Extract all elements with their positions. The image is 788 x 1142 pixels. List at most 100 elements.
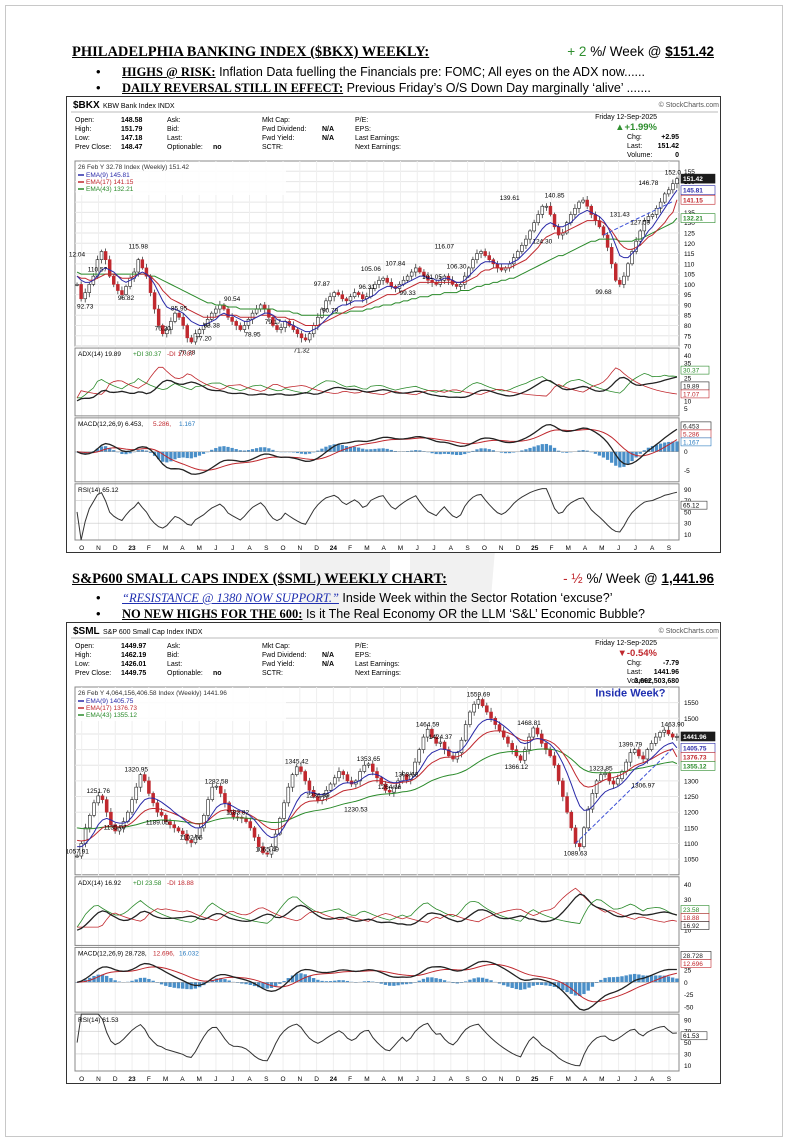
macd-histogram-bar bbox=[278, 982, 282, 984]
macd-histogram-bar bbox=[540, 444, 544, 452]
candle-body bbox=[582, 827, 586, 847]
legend-item: EMA(43) 132.21 bbox=[86, 186, 134, 193]
quote-label-ask: Ask: bbox=[167, 117, 181, 124]
candle-body bbox=[370, 763, 375, 772]
macd-histogram-bar bbox=[671, 441, 675, 452]
candle-body bbox=[360, 294, 365, 300]
candle-body bbox=[189, 337, 194, 343]
candle-body bbox=[328, 296, 332, 302]
candle-body bbox=[381, 277, 385, 281]
macd-histogram-bar bbox=[472, 978, 476, 983]
candle-body bbox=[181, 316, 185, 326]
sml-chart-svg: $SML S&P 600 Small Cap Index INDX © StockC… bbox=[67, 626, 720, 1083]
macd-histogram-bar bbox=[299, 451, 304, 454]
bkx-bullet-2-lead: DAILY REVERSAL STILL IN EFFECT: bbox=[122, 81, 344, 95]
x-tick-label: A bbox=[583, 1076, 588, 1083]
candle-body bbox=[263, 304, 267, 310]
candle-body bbox=[299, 333, 304, 339]
price-label: 1102.55 bbox=[180, 835, 203, 842]
macd-tick-label: -25 bbox=[684, 992, 694, 999]
candle-body bbox=[210, 786, 215, 800]
candle-body bbox=[510, 743, 514, 750]
candle-body bbox=[373, 284, 377, 289]
candle-body bbox=[630, 251, 634, 265]
macd-histogram-bar bbox=[614, 451, 618, 466]
legend-item: EMA(17) 1376.73 bbox=[86, 705, 137, 712]
rsi-label: RSI(14) 61.53 bbox=[78, 1017, 119, 1024]
adx-badge bbox=[680, 389, 710, 399]
candle-body bbox=[548, 749, 552, 757]
candle-body bbox=[316, 316, 320, 326]
candle-body bbox=[156, 308, 161, 326]
macd-histogram-bar bbox=[535, 982, 540, 985]
axis-badge-label: 151.42 bbox=[683, 176, 703, 183]
adx-plus-di-line bbox=[76, 896, 678, 928]
x-tick-label: D bbox=[314, 545, 319, 552]
quote-label-open: Open: bbox=[75, 117, 94, 124]
quote-label-bid: Bid: bbox=[167, 652, 179, 659]
candle-body bbox=[396, 780, 400, 788]
price-label: 146.78 bbox=[638, 180, 658, 187]
macd-histogram-bar bbox=[666, 976, 671, 983]
macd-histogram-bar bbox=[434, 451, 438, 455]
x-tick-label: A bbox=[382, 545, 387, 552]
candle-body bbox=[295, 329, 300, 335]
macd-histogram-bar bbox=[597, 451, 602, 456]
macd-histogram-bar bbox=[405, 451, 410, 452]
price-label: 110.57 bbox=[88, 267, 108, 274]
macd-histogram-bar bbox=[328, 981, 333, 983]
quote-value-fwd_div: N/A bbox=[322, 126, 334, 133]
axis-badge bbox=[680, 731, 716, 742]
macd-histogram-bar bbox=[487, 449, 491, 452]
macd-histogram-bar bbox=[485, 978, 489, 983]
quote-value-fwd_yield: N/A bbox=[322, 135, 334, 142]
macd-histogram-bar bbox=[548, 982, 552, 987]
macd-histogram-bar bbox=[308, 451, 312, 454]
macd-histogram-bar bbox=[528, 447, 532, 452]
bkx-weekly-stat: + 2 %/ Week @ $151.42 bbox=[567, 44, 714, 59]
macd-histogram-bar bbox=[341, 980, 345, 983]
macd-histogram-bar bbox=[414, 450, 418, 452]
candle-body bbox=[168, 821, 172, 826]
chart-index-name: S&P 600 Small Cap Index INDX bbox=[103, 629, 203, 636]
macd-histogram-bar bbox=[544, 982, 548, 986]
candle-body bbox=[523, 749, 527, 761]
macd-histogram-bar bbox=[479, 448, 483, 452]
macd-histogram-bar bbox=[442, 980, 447, 983]
macd-histogram-bar bbox=[361, 448, 365, 452]
x-tick-label: S bbox=[264, 1076, 269, 1083]
price-tick-label: 75 bbox=[684, 333, 692, 340]
price-tick-label: 80 bbox=[684, 323, 692, 330]
macd-histogram-bar bbox=[291, 451, 295, 453]
macd-histogram-bar bbox=[622, 451, 626, 467]
candle-body bbox=[299, 766, 303, 772]
macd-histogram-bar bbox=[267, 448, 271, 452]
macd-histogram-bar bbox=[508, 451, 512, 454]
macd-histogram-bar bbox=[632, 973, 637, 983]
macd-histogram-bar bbox=[177, 451, 181, 458]
candle-body bbox=[231, 811, 236, 818]
candle-body bbox=[487, 255, 491, 261]
macd-histogram-bar bbox=[259, 447, 263, 452]
macd-histogram-bar bbox=[345, 980, 350, 983]
quote-label-fwd_div: Fwd Dividend: bbox=[262, 126, 306, 133]
axis-badge-label: 1376.73 bbox=[683, 754, 707, 761]
candle-body bbox=[480, 699, 485, 707]
candle-body bbox=[535, 727, 540, 735]
candle-body bbox=[348, 296, 353, 302]
candle-body bbox=[404, 774, 409, 780]
macd-histogram-bar bbox=[459, 982, 464, 983]
rsi-tick-label: 10 bbox=[684, 1063, 692, 1070]
quote-value-high: 151.79 bbox=[121, 126, 143, 133]
quote-value-prev_close: 1449.75 bbox=[121, 670, 146, 677]
candle-body bbox=[124, 286, 128, 295]
chart-source: © StockCharts.com bbox=[659, 627, 720, 635]
macd-histogram-bar bbox=[377, 448, 381, 452]
macd-histogram-bar bbox=[316, 450, 320, 452]
candle-body bbox=[628, 752, 633, 763]
candle-body bbox=[601, 226, 606, 236]
x-tick-label: J bbox=[231, 545, 234, 552]
macd-histogram-bar bbox=[138, 977, 143, 983]
candle-body bbox=[254, 308, 259, 314]
bkx-bullet-1: • HIGHS @ RISK: Inflation Data fuelling t… bbox=[96, 64, 645, 79]
